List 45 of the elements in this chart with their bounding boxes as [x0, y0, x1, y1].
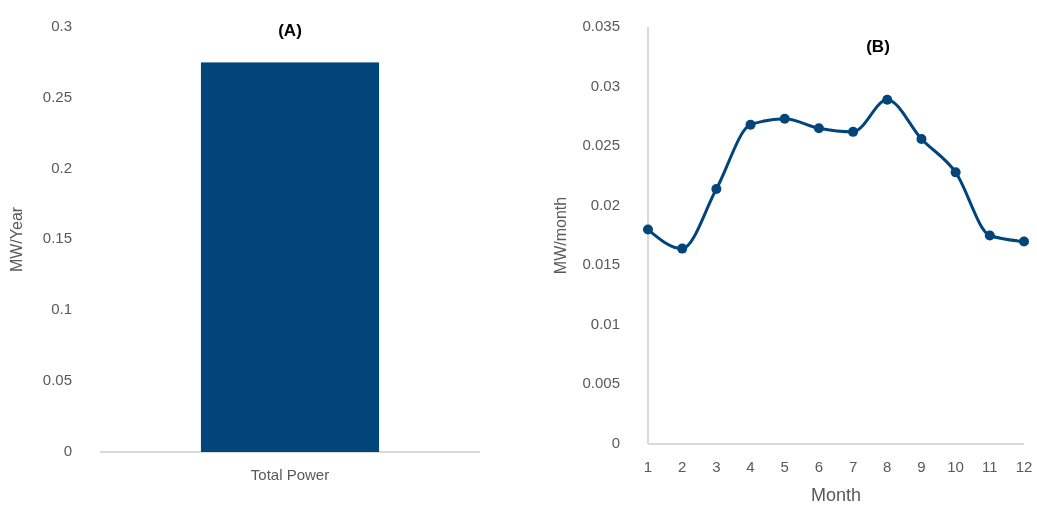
- x-tick-label: 3: [712, 458, 721, 475]
- x-tick-label: 6: [814, 458, 824, 475]
- text: (B): [866, 37, 890, 56]
- point: [1019, 236, 1029, 247]
- x-tick-label: 5: [780, 458, 789, 475]
- point: [677, 243, 688, 254]
- y-tick-label: 0.25: [42, 87, 72, 105]
- y-tick-label: 0.035: [582, 16, 620, 34]
- point: [882, 94, 893, 105]
- point: [950, 167, 961, 178]
- y-tick-label: 0.02: [590, 195, 620, 213]
- y-tick-label: 0: [63, 441, 72, 459]
- y-tick-label: 0.1: [51, 300, 72, 318]
- x-tick-label: 12: [1015, 458, 1033, 475]
- chart-title: (A): [278, 21, 302, 40]
- point: [813, 123, 824, 134]
- point: [984, 230, 995, 241]
- y-tick-label: 0.005: [582, 374, 620, 392]
- y-tick-label: 0.01: [590, 314, 620, 332]
- point: [745, 119, 756, 130]
- y-tick-label: 0.15: [42, 229, 72, 247]
- y-tick-label: 0.015: [582, 255, 620, 273]
- y-tick-label: 0.03: [590, 76, 620, 94]
- y-tick-label: 0.05: [42, 371, 72, 389]
- x-tick-label: 8: [883, 458, 892, 475]
- y-axis-title: MW/Year: [8, 206, 25, 273]
- y-tick-label: 0: [611, 433, 620, 451]
- x-tick-label: 7: [848, 458, 858, 475]
- point: [779, 113, 790, 124]
- x-tick-label: 1: [643, 458, 653, 475]
- x-axis-title: Month: [810, 485, 862, 505]
- point: [711, 184, 722, 195]
- x-tick-label: 2: [678, 458, 687, 475]
- y-tick-label: 0.2: [51, 158, 72, 176]
- y-axis-title: MW/month: [552, 196, 569, 275]
- x-tick-label: 9: [917, 458, 926, 475]
- point: [848, 126, 859, 137]
- x-tick-label: Total Power: [250, 466, 330, 483]
- x-tick-label: 11: [982, 458, 998, 475]
- x-tick-label: 4: [746, 458, 755, 475]
- x-tick-label: 10: [947, 458, 964, 475]
- y-tick-label: 0.025: [582, 136, 620, 154]
- point: [643, 224, 653, 235]
- point: [916, 133, 927, 144]
- y-tick-label: 0.3: [51, 16, 72, 34]
